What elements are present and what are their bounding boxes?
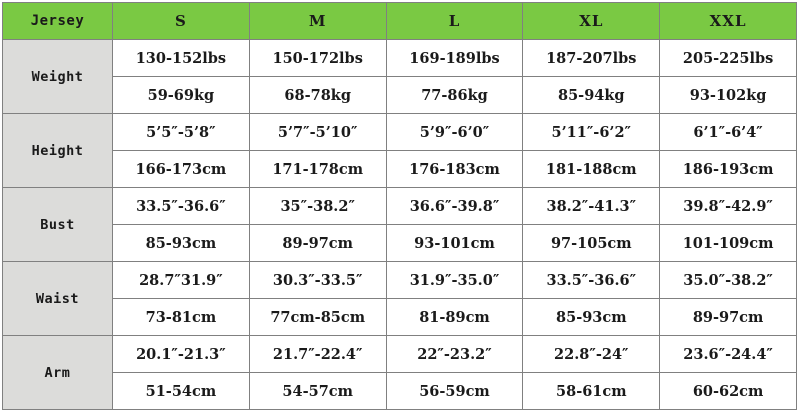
cell-height-xl-imperial: 5’11″-6’2″ [522,113,661,151]
cell-weight-xxl-metric: 93-102kg [659,76,797,114]
cell-bust-s-metric: 85-93cm [112,224,250,262]
cell-waist-xxl-metric: 89-97cm [659,298,797,336]
cell-waist-xl-metric: 85-93cm [522,298,661,336]
cell-weight-s-imperial: 130-152lbs [112,39,250,77]
header-size-m: M [248,2,387,40]
table-header: Jersey S M L XL XXL [2,2,797,40]
cell-arm-l-metric: 56-59cm [385,372,524,410]
table-row: 85-93cm 89-97cm 93-101cm 97-105cm 101-10… [3,224,797,262]
table-row: 59-69kg 68-78kg 77-86kg 85-94kg 93-102kg [3,76,797,114]
table-row: Waist 28.7″31.9″ 30.3″-33.5″ 31.9″-35.0″… [2,261,797,336]
cell-height-m-imperial: 5’7″-5’10″ [248,113,387,151]
header-size-l: L [385,2,524,40]
table-row: Arm 20.1″-21.3″ 21.7″-22.4″ 22″-23.2″ 22… [2,335,797,410]
cell-weight-xxl-imperial: 205-225lbs [659,39,797,77]
cell-height-l-metric: 176-183cm [385,150,524,188]
cell-arm-xxl-imperial: 23.6″-24.4″ [659,335,797,373]
cell-bust-xxl-metric: 101-109cm [659,224,797,262]
cell-waist-s-imperial: 28.7″31.9″ [112,261,250,299]
row-label-height: Height [2,113,113,188]
cell-arm-xl-imperial: 22.8″-24″ [522,335,661,373]
cell-height-l-imperial: 5’9″-6’0″ [385,113,524,151]
cell-height-m-metric: 171-178cm [248,150,387,188]
table-row: 73-81cm 77cm-85cm 81-89cm 85-93cm 89-97c… [3,298,797,336]
row-label-arm: Arm [2,335,113,410]
cell-height-xxl-imperial: 6’1″-6’4″ [659,113,797,151]
cell-height-s-imperial: 5’5″-5’8″ [112,113,250,151]
header-corner-label: Jersey [2,2,113,40]
table-row: 166-173cm 171-178cm 176-183cm 181-188cm … [3,150,797,188]
cell-weight-m-metric: 68-78kg [248,76,387,114]
cell-height-xl-metric: 181-188cm [522,150,661,188]
cell-arm-l-imperial: 22″-23.2″ [385,335,524,373]
table-body: Weight 130-152lbs 150-172lbs 169-189lbs … [2,39,797,410]
cell-weight-xl-metric: 85-94kg [522,76,661,114]
cell-weight-l-imperial: 169-189lbs [385,39,524,77]
cell-bust-xl-metric: 97-105cm [522,224,661,262]
cell-bust-s-imperial: 33.5″-36.6″ [112,187,250,225]
cell-weight-s-metric: 59-69kg [112,76,250,114]
cell-weight-l-metric: 77-86kg [385,76,524,114]
cell-bust-m-imperial: 35″-38.2″ [248,187,387,225]
header-size-s: S [112,2,250,40]
row-label-bust: Bust [2,187,113,262]
cell-waist-xxl-imperial: 35.0″-38.2″ [659,261,797,299]
cell-weight-xl-imperial: 187-207lbs [522,39,661,77]
cell-arm-s-metric: 51-54cm [112,372,250,410]
cell-waist-s-metric: 73-81cm [112,298,250,336]
cell-arm-xl-metric: 58-61cm [522,372,661,410]
cell-height-xxl-metric: 186-193cm [659,150,797,188]
table-row: Height 5’5″-5’8″ 5’7″-5’10″ 5’9″-6’0″ 5’… [2,113,797,188]
table-row: 51-54cm 54-57cm 56-59cm 58-61cm 60-62cm [3,372,797,410]
cell-bust-xxl-imperial: 39.8″-42.9″ [659,187,797,225]
cell-waist-m-imperial: 30.3″-33.5″ [248,261,387,299]
cell-arm-xxl-metric: 60-62cm [659,372,797,410]
header-row: Jersey S M L XL XXL [2,2,797,40]
row-label-weight: Weight [2,39,113,114]
header-size-xl: XL [522,2,661,40]
cell-bust-l-imperial: 36.6″-39.8″ [385,187,524,225]
cell-waist-l-imperial: 31.9″-35.0″ [385,261,524,299]
cell-waist-l-metric: 81-89cm [385,298,524,336]
table-row: Bust 33.5″-36.6″ 35″-38.2″ 36.6″-39.8″ 3… [2,187,797,262]
cell-bust-l-metric: 93-101cm [385,224,524,262]
cell-bust-xl-imperial: 38.2″-41.3″ [522,187,661,225]
cell-arm-m-metric: 54-57cm [248,372,387,410]
table-row: Weight 130-152lbs 150-172lbs 169-189lbs … [2,39,797,114]
cell-waist-m-metric: 77cm-85cm [248,298,387,336]
cell-bust-m-metric: 89-97cm [248,224,387,262]
row-label-waist: Waist [2,261,113,336]
cell-arm-s-imperial: 20.1″-21.3″ [112,335,250,373]
cell-waist-xl-imperial: 33.5″-36.6″ [522,261,661,299]
cell-weight-m-imperial: 150-172lbs [248,39,387,77]
cell-arm-m-imperial: 21.7″-22.4″ [248,335,387,373]
cell-height-s-metric: 166-173cm [112,150,250,188]
header-size-xxl: XXL [659,2,797,40]
